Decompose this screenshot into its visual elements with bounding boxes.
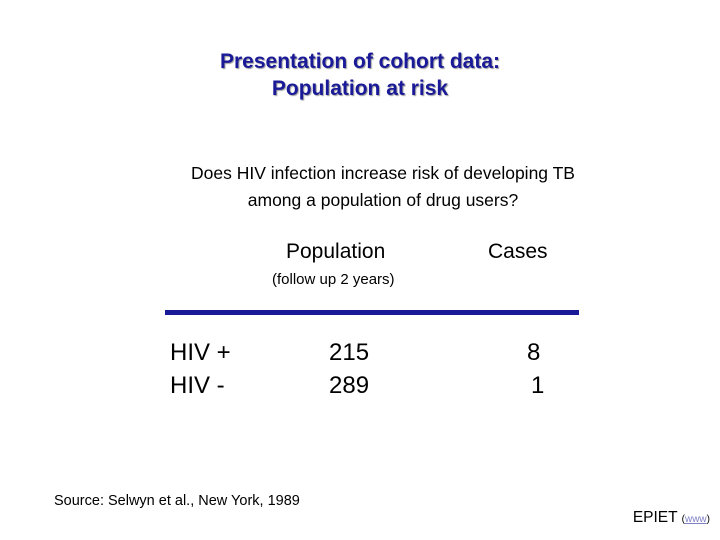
footer: EPIET (www)	[633, 508, 710, 530]
population-column-header: Population	[286, 240, 386, 263]
research-question-line-1: Does HIV infection increase risk of deve…	[191, 163, 575, 183]
cases-column-header: Cases	[488, 240, 548, 263]
slide-title: Presentation of cohort data: Population …	[0, 48, 720, 102]
group-label: HIV -	[170, 372, 225, 399]
footer-label: EPIET	[632, 509, 678, 526]
group-label: HIV +	[170, 339, 231, 366]
table-divider	[165, 310, 579, 315]
cases-value: 8	[527, 339, 541, 366]
slide-title-line-2: Population at risk	[271, 77, 449, 100]
slide-title-line-1: Presentation of cohort data:	[219, 50, 501, 73]
research-question-line-2: among a population of drug users?	[247, 190, 519, 210]
research-question: Does HIV infection increase risk of deve…	[0, 160, 720, 214]
population-value: 289	[329, 372, 370, 399]
www-link[interactable]: www	[684, 514, 707, 525]
cases-value: 1	[531, 372, 545, 399]
population-value: 215	[329, 339, 370, 366]
source-citation: Source: Selwyn et al., New York, 1989	[54, 493, 300, 509]
footer-open-paren: (	[681, 514, 685, 525]
footer-close-paren: )	[706, 514, 710, 525]
follow-up-note: (follow up 2 years)	[272, 271, 395, 288]
